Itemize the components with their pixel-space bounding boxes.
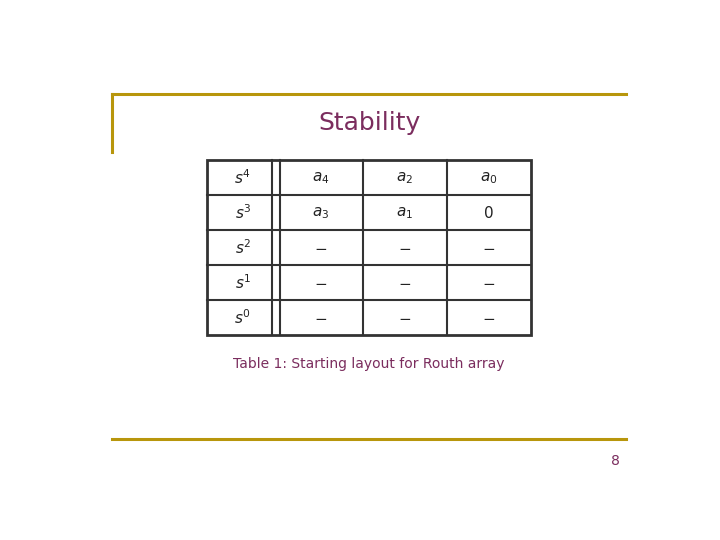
Text: $-$: $-$	[482, 310, 495, 325]
Text: $a_4$: $a_4$	[312, 170, 329, 186]
Text: $a_1$: $a_1$	[396, 205, 413, 221]
Text: $0$: $0$	[483, 205, 494, 221]
Text: $s^1$: $s^1$	[235, 273, 251, 292]
Text: $-$: $-$	[314, 310, 327, 325]
Text: $s^4$: $s^4$	[235, 168, 251, 187]
Text: Stability: Stability	[318, 111, 420, 135]
Text: Table 1: Starting layout for Routh array: Table 1: Starting layout for Routh array	[233, 357, 505, 371]
Text: 8: 8	[611, 454, 620, 468]
Text: $a_3$: $a_3$	[312, 205, 329, 221]
Text: $s^2$: $s^2$	[235, 238, 251, 257]
Text: $s^3$: $s^3$	[235, 204, 251, 222]
Text: $-$: $-$	[314, 275, 327, 290]
Text: $-$: $-$	[314, 240, 327, 255]
Text: $-$: $-$	[398, 310, 411, 325]
Text: $-$: $-$	[398, 275, 411, 290]
Text: $-$: $-$	[482, 275, 495, 290]
Text: $a_2$: $a_2$	[396, 170, 413, 186]
Text: $s^0$: $s^0$	[235, 308, 251, 327]
Text: $-$: $-$	[482, 240, 495, 255]
Text: $-$: $-$	[398, 240, 411, 255]
Text: $a_0$: $a_0$	[480, 170, 498, 186]
